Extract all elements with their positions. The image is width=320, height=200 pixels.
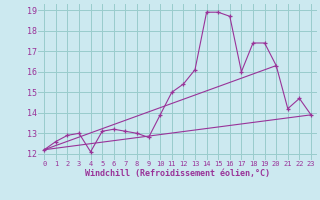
X-axis label: Windchill (Refroidissement éolien,°C): Windchill (Refroidissement éolien,°C) <box>85 169 270 178</box>
